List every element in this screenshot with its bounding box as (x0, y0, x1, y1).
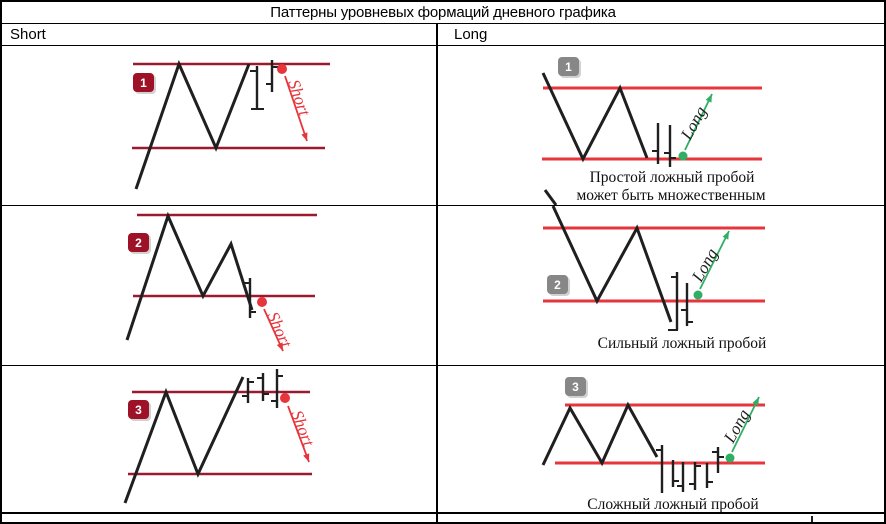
short-pattern-2-figure: 2 Short (125, 211, 317, 351)
entry-dot (678, 151, 688, 161)
short-pattern-1-figure: 1 Short (132, 59, 330, 190)
pattern-number-badge (133, 73, 154, 92)
long-label: Long (719, 406, 753, 447)
pattern-number: 1 (565, 60, 572, 74)
partial-next-row (811, 516, 813, 522)
candle-bars (656, 445, 724, 493)
candle-bars (244, 278, 256, 318)
price-zigzag (551, 206, 673, 323)
caption: Сильный ложный пробой (598, 335, 767, 352)
row-separator-3 (2, 512, 884, 514)
caption-line-1: Простой ложный пробой (590, 169, 755, 186)
pattern-number: 3 (135, 403, 142, 417)
price-zigzag (541, 401, 659, 467)
arrowhead (276, 342, 283, 351)
candle-bars (668, 272, 693, 331)
caption: Сложный ложный пробой (587, 496, 758, 512)
column-header-long: Long (454, 26, 488, 43)
short-label: Short (284, 77, 314, 119)
candle-bars (242, 369, 283, 408)
long-pattern-2-figure: 2 Long Сильный ложный пробой (543, 206, 767, 352)
row-separator-1 (2, 205, 884, 206)
table-title: Паттерны уровневых формаций дневного гра… (270, 4, 616, 21)
arrowhead (303, 453, 310, 462)
entry-dot (693, 290, 703, 300)
price-zigzag (134, 59, 251, 190)
column-divider (436, 24, 438, 522)
long-pattern-3-figure: 3 Long Сложный ложный пробой (541, 377, 765, 512)
price-zigzag (123, 376, 245, 504)
pattern-number: 2 (135, 236, 142, 250)
price-zigzag (541, 72, 649, 163)
pattern-number: 2 (554, 278, 561, 292)
arrowhead (752, 397, 759, 406)
pattern-number-badge (128, 233, 149, 252)
pattern-number-badge (565, 377, 586, 396)
entry-dot (277, 64, 287, 74)
candle-bars (250, 60, 278, 110)
entry-dot (257, 297, 267, 307)
long-arrow (684, 93, 713, 151)
long-pattern-1-figure: 1 Long Простой ложный пробой может быть … (541, 57, 766, 205)
entry-dot (725, 453, 735, 463)
pattern-number-badge (558, 57, 579, 76)
entry-dot (280, 393, 290, 403)
separator-under-header (2, 45, 884, 46)
row-separator-2 (2, 365, 884, 366)
long-label: Long (687, 245, 721, 286)
pattern-number-badge (128, 400, 149, 419)
short-label: Short (287, 408, 318, 450)
arrowhead (705, 94, 712, 103)
candle-bars (652, 123, 676, 167)
short-pattern-3-figure: 3 Short (123, 369, 319, 504)
column-header-short: Short (10, 26, 46, 43)
separator-under-title (2, 23, 884, 24)
short-arrow (287, 405, 310, 463)
next-pattern-line-fragment (543, 189, 558, 205)
long-arrow (699, 230, 730, 290)
pattern-number: 1 (140, 76, 147, 90)
long-arrow (731, 396, 760, 453)
pattern-number-badge (547, 275, 568, 294)
caption-line-2: может быть множественным (576, 187, 765, 204)
price-zigzag (125, 211, 254, 341)
pattern-number: 3 (572, 380, 579, 394)
arrowhead (301, 132, 308, 141)
arrowhead (722, 231, 729, 240)
short-arrow (284, 75, 308, 142)
